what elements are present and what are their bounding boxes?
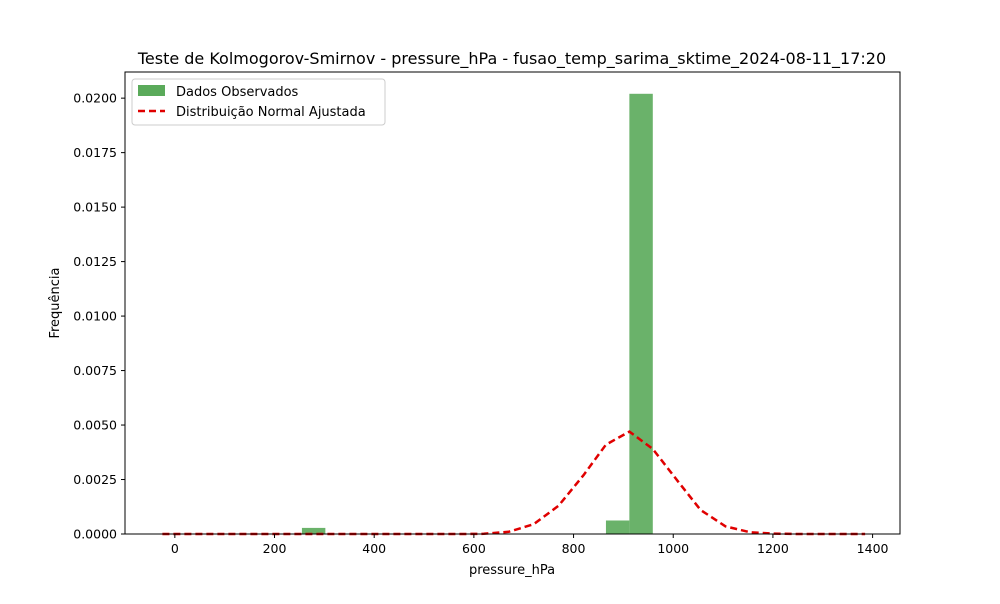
chart-title: Teste de Kolmogorov-Smirnov - pressure_h… (137, 49, 886, 69)
x-tick-label: 800 (562, 541, 586, 556)
y-tick-label: 0.0125 (73, 254, 117, 269)
y-tick-label: 0.0075 (73, 363, 117, 378)
y-tick-label: 0.0000 (73, 527, 117, 542)
y-tick-label: 0.0150 (73, 200, 117, 215)
x-axis-label: pressure_hPa (469, 563, 555, 578)
y-tick-label: 0.0100 (73, 309, 117, 324)
x-tick-label: 0 (171, 541, 179, 556)
y-tick-label: 0.0175 (73, 145, 117, 160)
y-axis-label: Frequência (48, 267, 63, 338)
y-tick-label: 0.0025 (73, 472, 117, 487)
x-tick-label: 1400 (857, 541, 889, 556)
histogram-bar (629, 94, 652, 534)
x-tick-label: 1000 (657, 541, 689, 556)
y-tick-label: 0.0200 (73, 91, 117, 106)
x-tick-label: 400 (362, 541, 386, 556)
legend-swatch-observed (138, 85, 165, 96)
legend-label-fit: Distribuição Normal Ajustada (176, 105, 366, 120)
legend: Dados Observados Distribuição Normal Aju… (132, 79, 385, 125)
x-tick-label: 1200 (757, 541, 789, 556)
histogram-bar (606, 520, 629, 534)
x-tick-label: 600 (462, 541, 486, 556)
legend-label-observed: Dados Observados (176, 85, 299, 100)
x-tick-label: 200 (263, 541, 287, 556)
y-tick-label: 0.0050 (73, 418, 117, 433)
